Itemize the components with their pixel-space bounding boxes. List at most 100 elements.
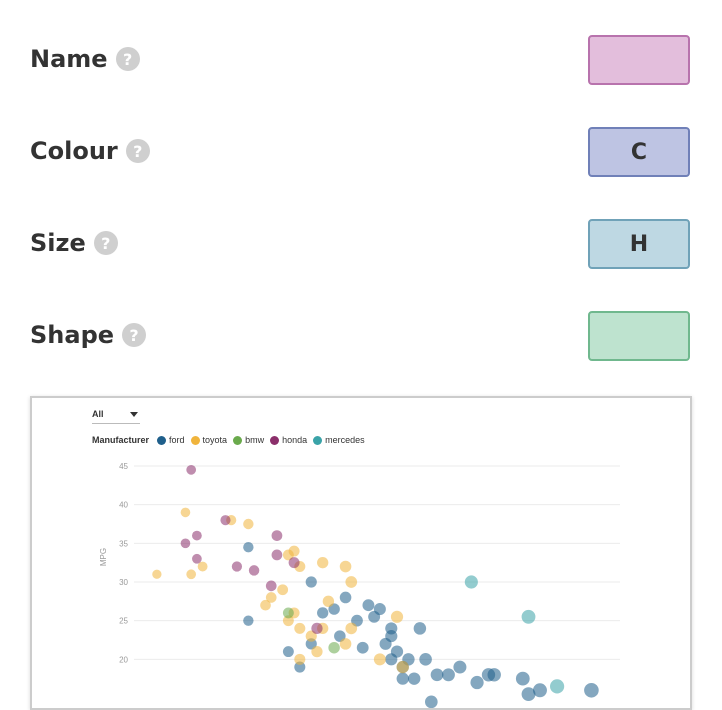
- data-point-ford: [339, 591, 352, 604]
- legend-label: honda: [282, 435, 308, 445]
- data-point-toyota: [186, 569, 197, 580]
- data-point-ford: [317, 607, 329, 619]
- data-point-toyota: [243, 518, 254, 530]
- colour-label: Colour: [30, 137, 118, 165]
- shape-label: Shape: [30, 321, 115, 349]
- data-point-ford: [282, 646, 294, 658]
- name-label: Name: [30, 45, 108, 73]
- data-point-toyota: [373, 653, 386, 666]
- data-point-ford: [419, 653, 432, 666]
- data-point-ford: [243, 615, 254, 626]
- legend-swatch: [313, 435, 323, 445]
- data-point-toyota: [339, 560, 352, 573]
- legend-item-bmw[interactable]: bmw: [233, 435, 264, 445]
- data-point-ford: [407, 672, 421, 685]
- data-point-ford: [243, 542, 254, 553]
- data-point-ford: [424, 695, 438, 708]
- colour-label-group: Colour ?: [30, 137, 150, 165]
- y-tick-label: 35: [119, 539, 128, 548]
- data-point-ford: [356, 641, 369, 654]
- legend-label: bmw: [245, 435, 265, 445]
- data-point-ford: [453, 660, 467, 674]
- colour-row: Colour ? C: [30, 127, 690, 177]
- data-point-ford: [442, 668, 455, 682]
- legend-item-toyota[interactable]: toyota: [190, 435, 228, 445]
- scatter-chart: 20 25 30 35 40 45 MPG: [99, 462, 620, 708]
- size-label-group: Size ?: [30, 229, 118, 257]
- data-point-toyota: [339, 638, 352, 650]
- filter-value: All: [92, 409, 104, 419]
- data-point-toyota: [322, 595, 335, 608]
- legend-title: Manufacturer: [92, 435, 150, 445]
- shape-row: Shape ?: [30, 311, 690, 361]
- chart-panel: All Manufacturer ford toyota bmw honda merce…: [30, 396, 692, 710]
- legend-swatch: [157, 435, 167, 445]
- y-tick-label: 45: [119, 462, 128, 471]
- legend-label: toyota: [202, 435, 228, 445]
- data-point-toyota: [390, 610, 404, 623]
- y-tick-label: 25: [119, 617, 128, 626]
- data-point-ford: [430, 668, 444, 682]
- data-point-honda: [186, 465, 197, 475]
- data-point-ford: [413, 622, 427, 635]
- shape-drop-target[interactable]: [588, 311, 690, 361]
- shape-label-group: Shape ?: [30, 321, 147, 349]
- data-point-toyota: [288, 545, 300, 557]
- chart-legend: Manufacturer ford toyota bmw honda mercedes: [92, 435, 371, 445]
- data-point-mercedes: [464, 575, 478, 589]
- data-point-bmw: [328, 642, 340, 654]
- legend-label: ford: [169, 435, 185, 445]
- data-point-mercedes: [521, 609, 536, 624]
- data-point-ford: [362, 599, 375, 612]
- name-row: Name ?: [30, 35, 690, 85]
- size-drop-target[interactable]: H: [588, 219, 690, 269]
- y-tick-label: 30: [119, 578, 128, 587]
- data-point-toyota: [180, 507, 191, 518]
- data-point-ford: [515, 671, 530, 686]
- legend-item-honda[interactable]: honda: [270, 435, 307, 445]
- legend-swatch: [233, 435, 243, 445]
- legend-label: mercedes: [325, 435, 365, 445]
- manufacturer-filter-select[interactable]: All: [92, 409, 140, 424]
- data-point-toyota: [294, 622, 306, 634]
- name-label-group: Name ?: [30, 45, 140, 73]
- data-point-toyota: [396, 660, 409, 674]
- data-point-mercedes: [550, 679, 565, 694]
- data-point-honda: [180, 538, 191, 549]
- data-point-toyota: [294, 653, 306, 665]
- caret-down-icon: [130, 412, 138, 417]
- colour-drop-target[interactable]: C: [588, 127, 690, 177]
- data-point-toyota: [311, 645, 323, 658]
- data-point-toyota: [317, 557, 329, 569]
- data-point-toyota: [305, 630, 317, 642]
- data-point-ford: [305, 576, 317, 588]
- data-point-toyota: [152, 569, 162, 579]
- data-point-toyota: [197, 561, 208, 572]
- data-point-ford: [294, 661, 306, 673]
- data-point-toyota: [260, 599, 271, 611]
- legend-swatch: [190, 435, 200, 445]
- data-point-ford: [385, 630, 398, 643]
- colour-help-icon[interactable]: ?: [125, 139, 150, 163]
- name-help-icon[interactable]: ?: [115, 47, 140, 71]
- data-point-honda: [248, 565, 260, 576]
- name-drop-target[interactable]: [588, 35, 690, 85]
- data-point-toyota: [282, 615, 294, 627]
- y-tick-label: 40: [119, 501, 128, 510]
- legend-item-mercedes[interactable]: mercedes: [313, 435, 365, 445]
- data-point-honda: [271, 549, 283, 561]
- legend-swatch: [270, 435, 280, 445]
- data-point-ford: [396, 672, 409, 685]
- data-point-honda: [220, 515, 231, 526]
- data-point-honda: [265, 580, 277, 592]
- data-point-ford: [385, 653, 398, 666]
- legend-item-ford[interactable]: ford: [157, 435, 185, 445]
- data-point-honda: [231, 561, 243, 572]
- data-point-honda: [271, 530, 283, 541]
- shape-help-icon[interactable]: ?: [122, 323, 147, 347]
- data-point-ford: [305, 638, 317, 650]
- data-point-toyota: [345, 622, 358, 635]
- size-help-icon[interactable]: ?: [93, 231, 118, 255]
- size-label: Size: [30, 229, 86, 257]
- data-point-ford: [368, 610, 381, 623]
